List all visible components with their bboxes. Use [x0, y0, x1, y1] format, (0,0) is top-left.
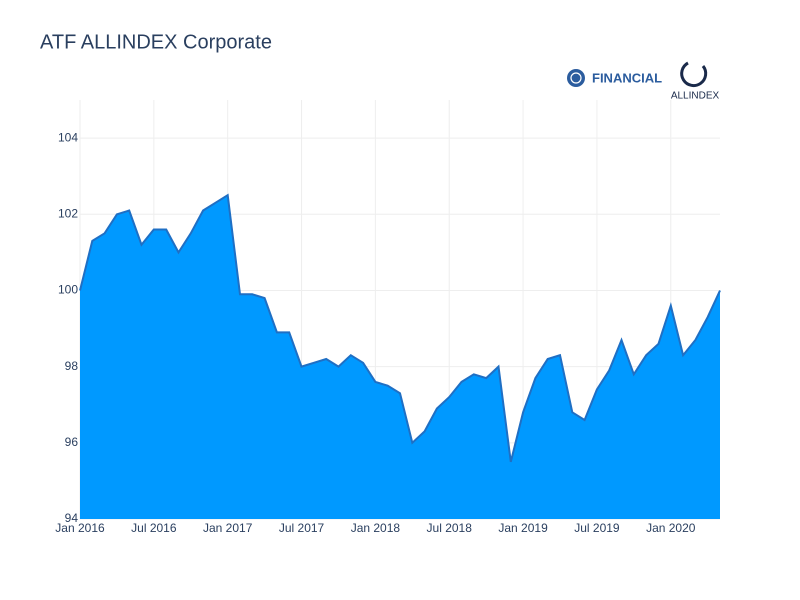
x-tick-label: Jul 2019	[574, 521, 620, 535]
logo-icon-ring	[570, 72, 582, 84]
x-tick-label: Jan 2018	[351, 521, 401, 535]
y-tick-label: 100	[58, 283, 78, 297]
y-tick-label: 104	[58, 130, 78, 144]
logo-ring	[680, 61, 708, 88]
x-tick-label: Jan 2019	[498, 521, 548, 535]
y-tick-label: 102	[58, 206, 78, 220]
x-tick-label: Jan 2016	[55, 521, 105, 535]
logo-text: ALLINDEX	[671, 91, 720, 102]
x-tick-label: Jul 2018	[427, 521, 473, 535]
logo-text: FINANCIAL	[592, 70, 662, 85]
chart-title: ATF ALLINDEX Corporate	[40, 31, 272, 53]
x-tick-label: Jul 2016	[131, 521, 177, 535]
y-tick-label: 98	[65, 359, 79, 373]
area-line	[79, 193, 721, 463]
x-tick-label: Jul 2017	[279, 521, 325, 535]
allindex-logo: ALLINDEX	[671, 61, 720, 102]
financial-logo: FINANCIAL	[567, 69, 662, 87]
y-tick-label: 96	[65, 435, 79, 449]
logo-icon	[567, 69, 585, 87]
x-tick-label: Jan 2017	[203, 521, 253, 535]
y-tick-label: 94	[65, 511, 79, 525]
area-fill	[80, 195, 720, 519]
x-tick-label: Jan 2020	[646, 521, 696, 535]
